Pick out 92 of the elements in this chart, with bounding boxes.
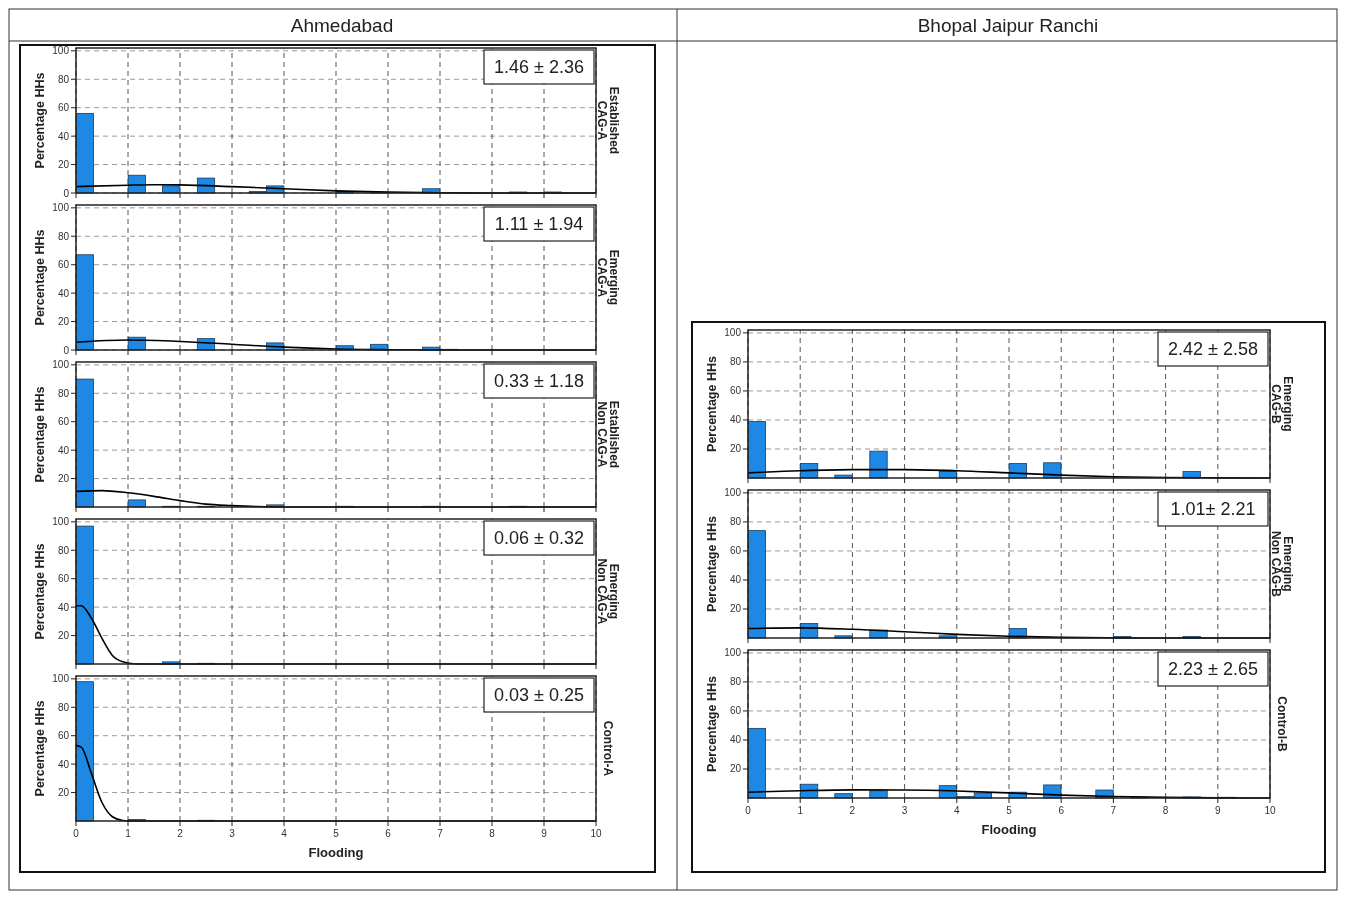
x-tick-label: 7 (1110, 805, 1117, 816)
y2-axis-title: Established CAG-A (594, 86, 622, 155)
x-tick-label: 10 (1264, 805, 1276, 816)
y-tick-label: 80 (729, 356, 742, 368)
y-axis-title: Percentage HHs (33, 386, 47, 483)
y2-axis-title: Emerging Non CAG-A (594, 558, 622, 625)
y-tick-label: 100 (724, 647, 742, 659)
y2-axis-title: Control-B (1274, 696, 1289, 752)
y-tick-label: 40 (57, 130, 70, 142)
y-tick-label: 60 (729, 385, 742, 397)
x-tick-label: 2 (849, 805, 856, 816)
y2-axis-title: Established Non CAG-A (594, 400, 622, 469)
y-axis-title: Percentage HHs (33, 543, 47, 640)
y-tick-label: 60 (729, 545, 742, 557)
y-tick-label: 80 (57, 544, 70, 556)
y-tick-label: 40 (57, 444, 70, 456)
y-tick-label: 60 (57, 102, 70, 114)
x-tick-label: 3 (901, 805, 908, 816)
y-tick-label: 0 (63, 187, 70, 199)
y-tick-label: 80 (57, 73, 70, 85)
y-tick-label: 40 (729, 414, 742, 426)
y-tick-label: 80 (729, 516, 742, 528)
y-tick-label: 20 (57, 473, 70, 485)
x-tick-label: 7 (437, 828, 444, 839)
y-tick-label: 100 (52, 516, 70, 528)
x-tick-label: 9 (1215, 805, 1222, 816)
annotation: 1.01± 2.21 (1170, 499, 1256, 519)
x-tick-label: 2 (177, 828, 184, 839)
x-tick-label: 1 (797, 805, 804, 816)
x-tick-label: 9 (541, 828, 548, 839)
x-tick-label: 8 (489, 828, 496, 839)
x-tick-label: 0 (745, 805, 752, 816)
y-axis-title: Percentage HHs (33, 72, 47, 169)
y-tick-label: 40 (57, 287, 70, 299)
y-tick-label: 40 (729, 574, 742, 586)
y-axis-title: Percentage HHs (33, 700, 47, 797)
y-tick-label: 60 (57, 416, 70, 428)
y-tick-label: 20 (729, 443, 742, 455)
y-tick-label: 80 (57, 387, 70, 399)
annotation: 1.11 ± 1.94 (494, 214, 584, 234)
annotation: 0.06 ± 0.32 (494, 528, 584, 548)
y-tick-label: 40 (57, 601, 70, 613)
y-tick-label: 80 (57, 230, 70, 242)
y-tick-label: 60 (729, 705, 742, 717)
y-tick-label: 80 (57, 701, 70, 713)
annotation: 2.23 ± 2.65 (1168, 659, 1258, 679)
x-tick-label: 10 (590, 828, 602, 839)
y-tick-label: 20 (729, 763, 742, 775)
y-tick-label: 20 (57, 159, 70, 171)
y-tick-label: 20 (57, 630, 70, 642)
y2-axis-title: Emerging Non CAG-B (1268, 531, 1296, 598)
annotation: 1.46 ± 2.36 (494, 57, 584, 77)
y-axis-title: Percentage HHs (705, 516, 719, 612)
y-tick-label: 0 (63, 344, 70, 356)
y-tick-label: 100 (52, 202, 70, 214)
annotation: 2.42 ± 2.58 (1168, 339, 1258, 359)
y-tick-label: 100 (724, 487, 742, 499)
x-tick-label: 3 (229, 828, 236, 839)
x-tick-label: 5 (333, 828, 340, 839)
y-tick-label: 100 (52, 45, 70, 57)
x-axis-title: Flooding (308, 845, 364, 860)
y-tick-label: 20 (729, 603, 742, 615)
x-axis-title: Flooding (981, 822, 1037, 837)
x-tick-label: 0 (73, 828, 80, 839)
y-tick-label: 20 (57, 316, 70, 328)
y-axis-title: Percentage HHs (705, 356, 719, 452)
y2-axis-title: Emerging CAG-A (594, 249, 622, 306)
annotation: 0.33 ± 1.18 (494, 371, 584, 391)
x-tick-label: 4 (954, 805, 961, 816)
chart-title: Ahmedabad (290, 15, 394, 36)
x-tick-label: 1 (125, 828, 132, 839)
y-tick-label: 60 (57, 730, 70, 742)
y-tick-label: 40 (729, 734, 742, 746)
y2-axis-title: Control-A (600, 720, 615, 777)
x-tick-label: 6 (385, 828, 392, 839)
y-tick-label: 60 (57, 259, 70, 271)
x-tick-label: 6 (1058, 805, 1065, 816)
annotation: 0.03 ± 0.25 (494, 685, 584, 705)
x-tick-label: 8 (1162, 805, 1169, 816)
y-tick-label: 100 (724, 327, 742, 339)
y-tick-label: 100 (52, 359, 70, 371)
y-tick-label: 60 (57, 573, 70, 585)
y-tick-label: 40 (57, 758, 70, 770)
chart-title: Bhopal Jaipur Ranchi (917, 15, 1099, 36)
x-tick-label: 5 (1006, 805, 1013, 816)
y-axis-title: Percentage HHs (705, 676, 719, 772)
y-tick-label: 80 (729, 676, 742, 688)
y-tick-label: 100 (52, 673, 70, 685)
y-axis-title: Percentage HHs (33, 229, 47, 326)
y2-axis-title: Emerging CAG-B (1268, 376, 1296, 432)
y-tick-label: 20 (57, 787, 70, 799)
x-tick-label: 4 (281, 828, 288, 839)
